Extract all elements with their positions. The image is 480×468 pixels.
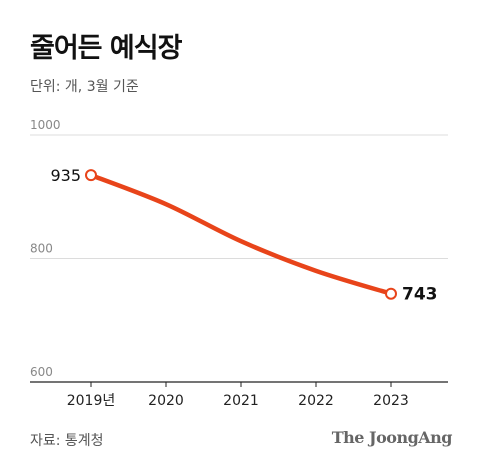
y-tick-label: 600 bbox=[30, 365, 53, 379]
data-labels: 935 743 bbox=[50, 166, 437, 305]
x-tick-label: 2021 bbox=[223, 393, 259, 409]
data-label: 935 bbox=[50, 166, 81, 185]
series-group bbox=[85, 169, 397, 300]
series-line bbox=[88, 172, 394, 296]
unit-label: 단위: 개, 3월 기준 bbox=[30, 79, 139, 95]
x-tick-label: 2023 bbox=[373, 393, 409, 409]
y-tick-label: 1000 bbox=[30, 118, 61, 132]
data-label: 743 bbox=[402, 285, 438, 305]
data-point-marker bbox=[385, 287, 397, 300]
grid-lines bbox=[30, 134, 448, 259]
y-tick-label: 800 bbox=[30, 242, 53, 256]
x-tick-label: 2020 bbox=[148, 393, 184, 409]
y-tick-labels: 1000 800 600 bbox=[30, 118, 61, 379]
source-label: 자료: 통계청 bbox=[30, 433, 104, 449]
chart-title: 줄어든 예식장 bbox=[30, 33, 182, 64]
joongang-logo: The JoongAng bbox=[331, 428, 453, 447]
x-tick-label: 2022 bbox=[298, 393, 334, 409]
data-point-marker bbox=[85, 169, 97, 182]
x-tick-label: 2019년 bbox=[67, 393, 116, 409]
x-axis: 2019년 2020 2021 2022 2023 bbox=[30, 381, 448, 409]
